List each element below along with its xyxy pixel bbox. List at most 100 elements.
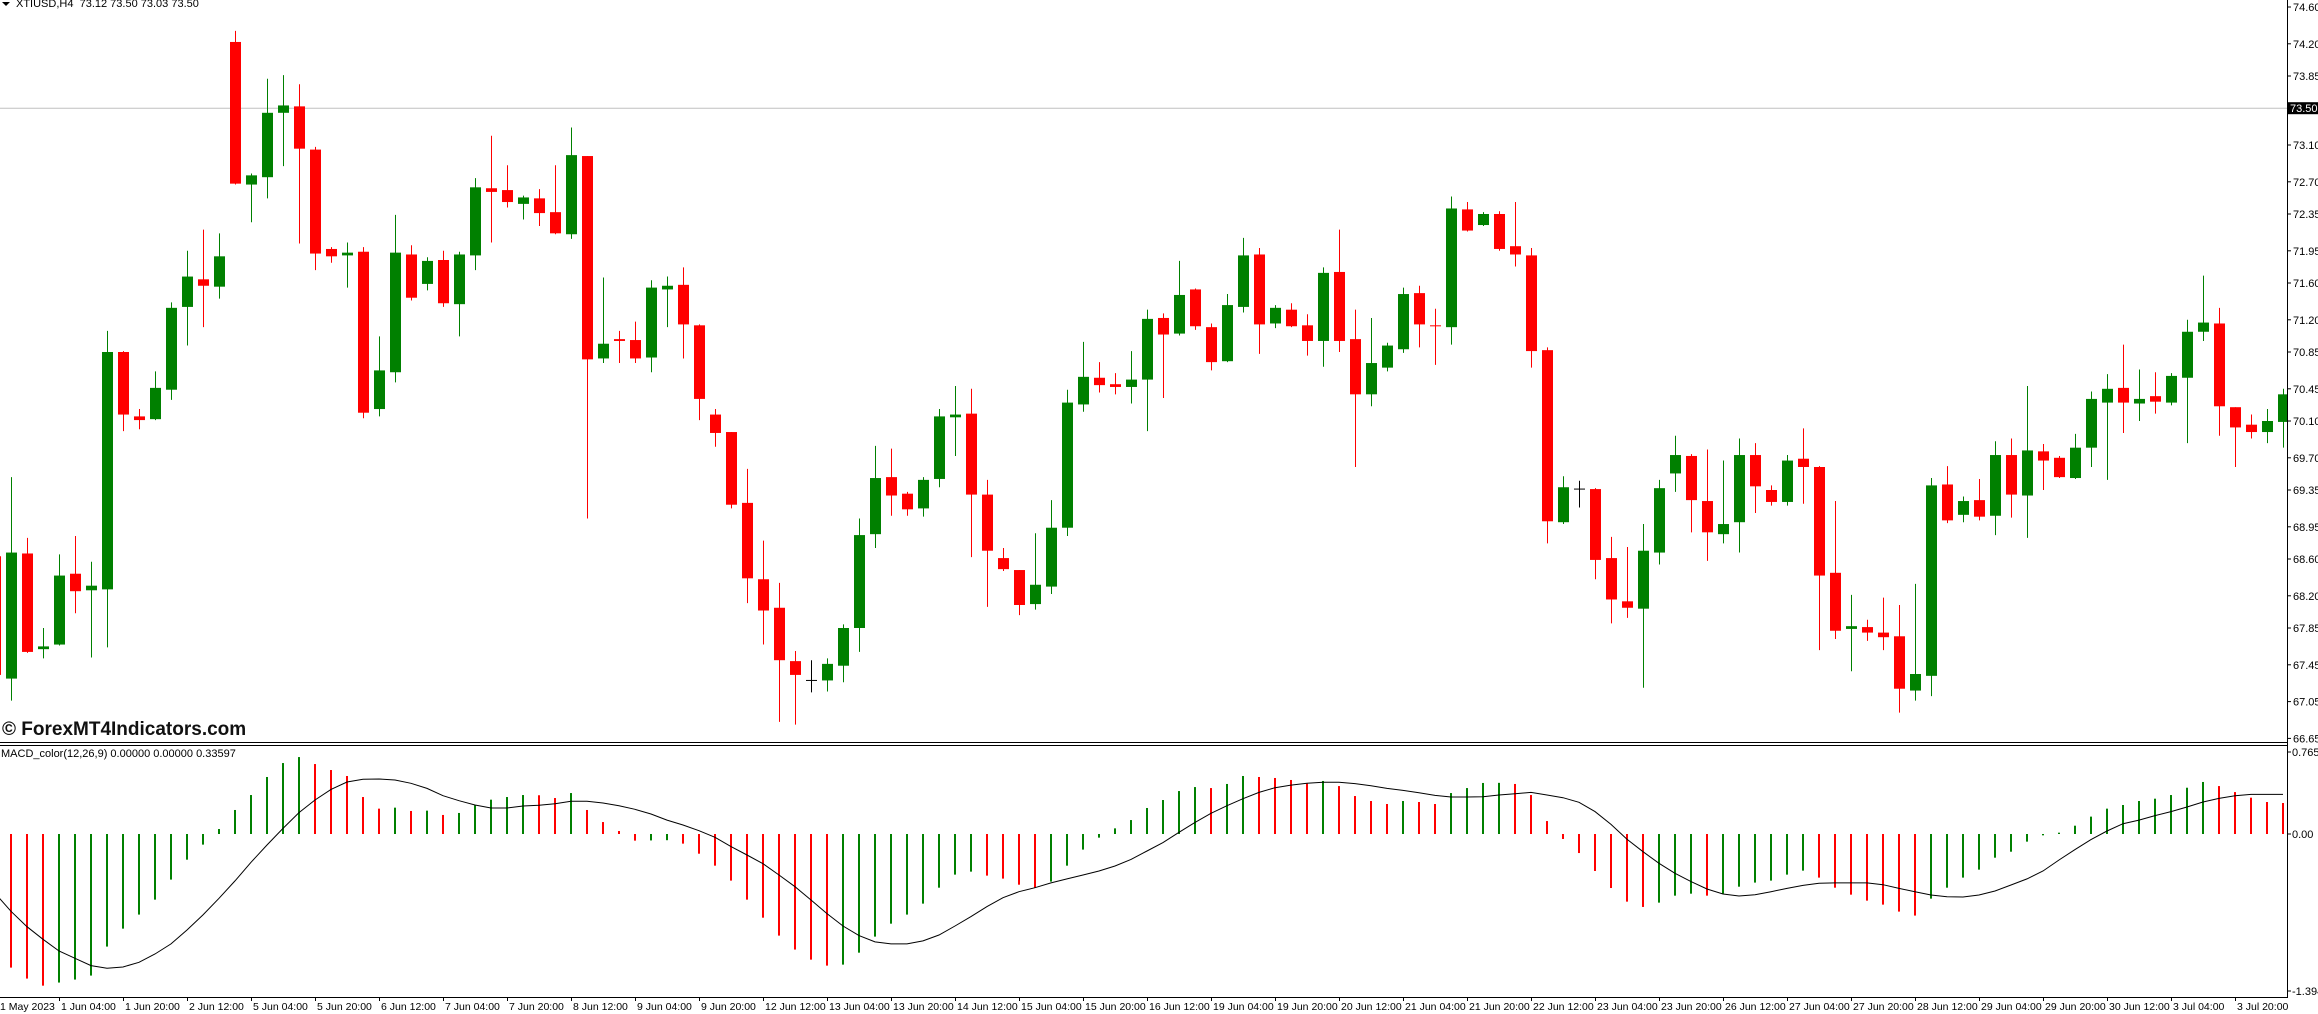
candle	[854, 518, 865, 652]
macd-histogram-bar	[234, 809, 236, 834]
time-label: 6 Jun 12:00	[381, 1001, 436, 1013]
candle	[1414, 285, 1425, 348]
time-label: 15 Jun 20:00	[1085, 1001, 1146, 1013]
candle	[2118, 344, 2129, 433]
macd-histogram-bar	[1370, 801, 1372, 834]
macd-histogram-bar	[2218, 786, 2220, 834]
macd-histogram-bar	[2202, 781, 2204, 834]
candle	[1446, 196, 1457, 345]
price-tick-label: 74.20	[2293, 39, 2318, 51]
candle-body	[1398, 294, 1409, 350]
candle	[102, 330, 113, 648]
macd-histogram-bar	[282, 763, 284, 834]
candle-body	[214, 256, 225, 287]
candle	[246, 173, 257, 223]
candle	[1926, 478, 1937, 697]
macd-histogram-bar	[810, 834, 812, 960]
candle-body	[1030, 584, 1041, 605]
candle-body	[1558, 487, 1569, 523]
candle	[1222, 294, 1233, 363]
candle-body	[694, 325, 705, 399]
candle	[54, 554, 65, 646]
candle	[1062, 389, 1073, 536]
candle	[1894, 605, 1905, 713]
candle-body	[1254, 254, 1265, 325]
time-label: 13 Jun 04:00	[829, 1001, 890, 1013]
candle	[438, 250, 449, 307]
candle-body	[1350, 339, 1361, 395]
macd-histogram-bar	[618, 831, 620, 834]
candle	[1382, 342, 1393, 372]
candle-body	[2262, 421, 2273, 433]
candle-body	[534, 198, 545, 214]
candle-body	[358, 251, 369, 413]
macd-histogram-bar	[490, 799, 492, 834]
candle	[726, 432, 737, 509]
time-label: 3 Jul 04:00	[2173, 1001, 2225, 1013]
candle	[262, 78, 273, 199]
candle	[1302, 314, 1313, 356]
candle-body	[422, 260, 433, 284]
candle	[534, 189, 545, 226]
candle	[182, 250, 193, 346]
candle	[2086, 391, 2097, 467]
candle-body	[102, 352, 113, 590]
candle-body	[310, 149, 321, 254]
macd-histogram-bar	[602, 822, 604, 834]
price-tick-label: 69.70	[2293, 453, 2318, 465]
candle	[2166, 373, 2177, 406]
price-tick-label: 74.60	[2293, 2, 2318, 14]
dropdown-triangle-icon[interactable]	[2, 2, 10, 7]
candle	[1174, 260, 1185, 336]
candle-body	[1766, 490, 1777, 502]
macd-histogram-bar	[714, 834, 716, 866]
price-tick-label: 68.60	[2293, 554, 2318, 566]
macd-histogram-bar	[986, 834, 988, 876]
candle	[1990, 441, 2001, 536]
macd-histogram-bar	[826, 834, 828, 966]
time-label: 5 Jun 04:00	[253, 1001, 308, 1013]
time-label: 23 Jun 04:00	[1597, 1001, 1658, 1013]
macd-histogram-bar	[1450, 793, 1452, 834]
macd-histogram-bar	[1898, 834, 1900, 912]
macd-histogram-bar	[1338, 786, 1340, 834]
candle	[166, 302, 177, 400]
macd-histogram-bar	[2250, 797, 2252, 834]
macd-histogram-bar	[1770, 834, 1772, 881]
candle-body	[518, 197, 529, 204]
macd-histogram-bar	[1962, 834, 1964, 878]
candle	[70, 536, 81, 614]
candle-body	[326, 248, 337, 257]
candle-body	[1478, 214, 1489, 226]
candle-body	[598, 343, 609, 359]
time-label: 1 Jun 20:00	[125, 1001, 180, 1013]
candle-body	[934, 416, 945, 479]
candle-body	[70, 573, 81, 592]
macd-histogram-bar	[890, 834, 892, 924]
time-label: 27 Jun 04:00	[1789, 1001, 1850, 1013]
macd-histogram-bar	[1802, 834, 1804, 871]
macd-histogram-bar	[1066, 834, 1068, 866]
macd-histogram-bar	[1562, 834, 1564, 839]
macd-histogram-bar	[1114, 828, 1116, 834]
time-label: 29 Jun 20:00	[2045, 1001, 2106, 1013]
candle	[2182, 319, 2193, 444]
time-label: 13 Jun 20:00	[893, 1001, 954, 1013]
candle	[966, 388, 977, 558]
candle-body	[550, 212, 561, 234]
time-label: 5 Jun 20:00	[317, 1001, 372, 1013]
macd-histogram-bar	[1594, 834, 1596, 871]
candle	[1254, 248, 1265, 354]
candle	[1158, 313, 1169, 398]
price-tick-label: 67.85	[2293, 623, 2318, 635]
macd-histogram-bar	[122, 834, 124, 929]
candle	[134, 409, 145, 430]
macd-histogram-bar	[1194, 787, 1196, 834]
candle-body	[822, 663, 833, 681]
candle	[2102, 374, 2113, 480]
candle	[2214, 307, 2225, 436]
candle-body	[1542, 350, 1553, 522]
candle-body	[198, 279, 209, 286]
macd-histogram-bar	[1530, 795, 1532, 834]
